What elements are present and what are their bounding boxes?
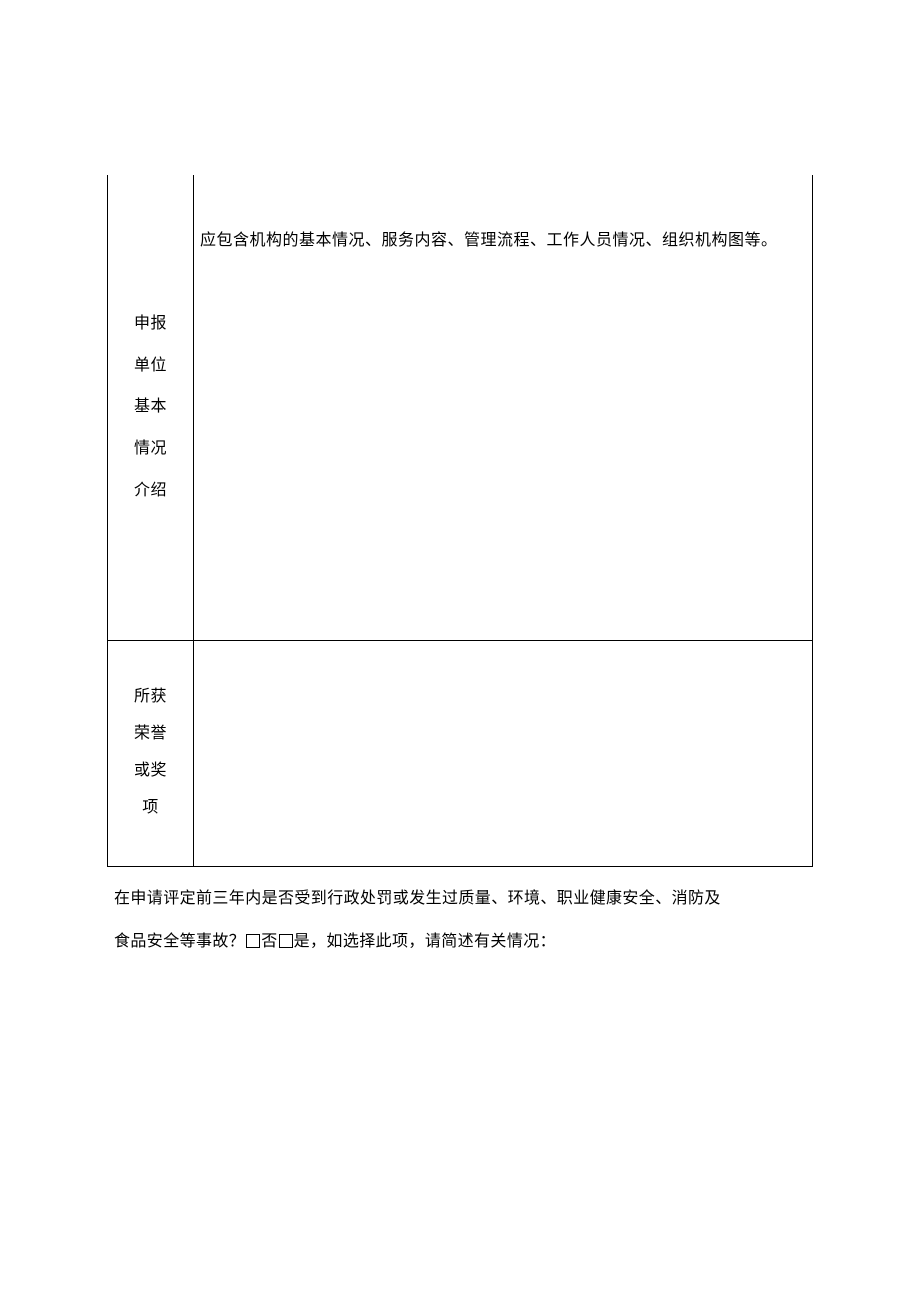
label-text: 所获	[108, 679, 193, 716]
row-label: 所获 荣誉 或奖 项	[108, 679, 193, 826]
row-label-cell: 申报 单位 基本 情况 介绍	[108, 175, 194, 640]
instruction-text: 应包含机构的基本情况、服务内容、管理流程、工作人员情况、组织机构图等。	[200, 223, 798, 258]
document-page: 申报 单位 基本 情况 介绍 应包含机构的基本情况、服务内容、管理流程、工作人员…	[0, 0, 920, 963]
footer-line1: 在申请评定前三年内是否受到行政处罚或发生过质量、环境、职业健康安全、消防及	[114, 877, 813, 920]
footer-question: 在申请评定前三年内是否受到行政处罚或发生过质量、环境、职业健康安全、消防及 食品…	[107, 867, 813, 963]
label-text: 单位	[108, 345, 193, 387]
row-label: 申报 单位 基本 情况 介绍	[108, 303, 193, 511]
label-text: 项	[108, 790, 193, 827]
row-label-cell: 所获 荣誉 或奖 项	[108, 640, 194, 866]
checkbox-label: 否	[261, 933, 277, 950]
label-text: 荣誉	[108, 716, 193, 753]
label-text: 或奖	[108, 753, 193, 790]
label-text: 情况	[108, 428, 193, 470]
label-text: 介绍	[108, 470, 193, 512]
form-table: 申报 单位 基本 情况 介绍 应包含机构的基本情况、服务内容、管理流程、工作人员…	[107, 175, 813, 867]
table-row: 申报 单位 基本 情况 介绍 应包含机构的基本情况、服务内容、管理流程、工作人员…	[108, 175, 813, 640]
label-text: 申报	[108, 303, 193, 345]
row-content-cell	[194, 640, 813, 866]
row-content-cell: 应包含机构的基本情况、服务内容、管理流程、工作人员情况、组织机构图等。	[194, 175, 813, 640]
label-text: 基本	[108, 386, 193, 428]
footer-line2: 食品安全等事故？ 否是，如选择此项，请简述有关情况：	[114, 920, 813, 963]
checkbox-yes[interactable]	[279, 934, 293, 948]
table-row: 所获 荣誉 或奖 项	[108, 640, 813, 866]
checkbox-label: 是	[294, 933, 310, 950]
footer-text: 食品安全等事故？	[114, 933, 245, 950]
checkbox-no[interactable]	[246, 934, 260, 948]
footer-text: ，如选择此项，请简述有关情况：	[310, 933, 556, 950]
